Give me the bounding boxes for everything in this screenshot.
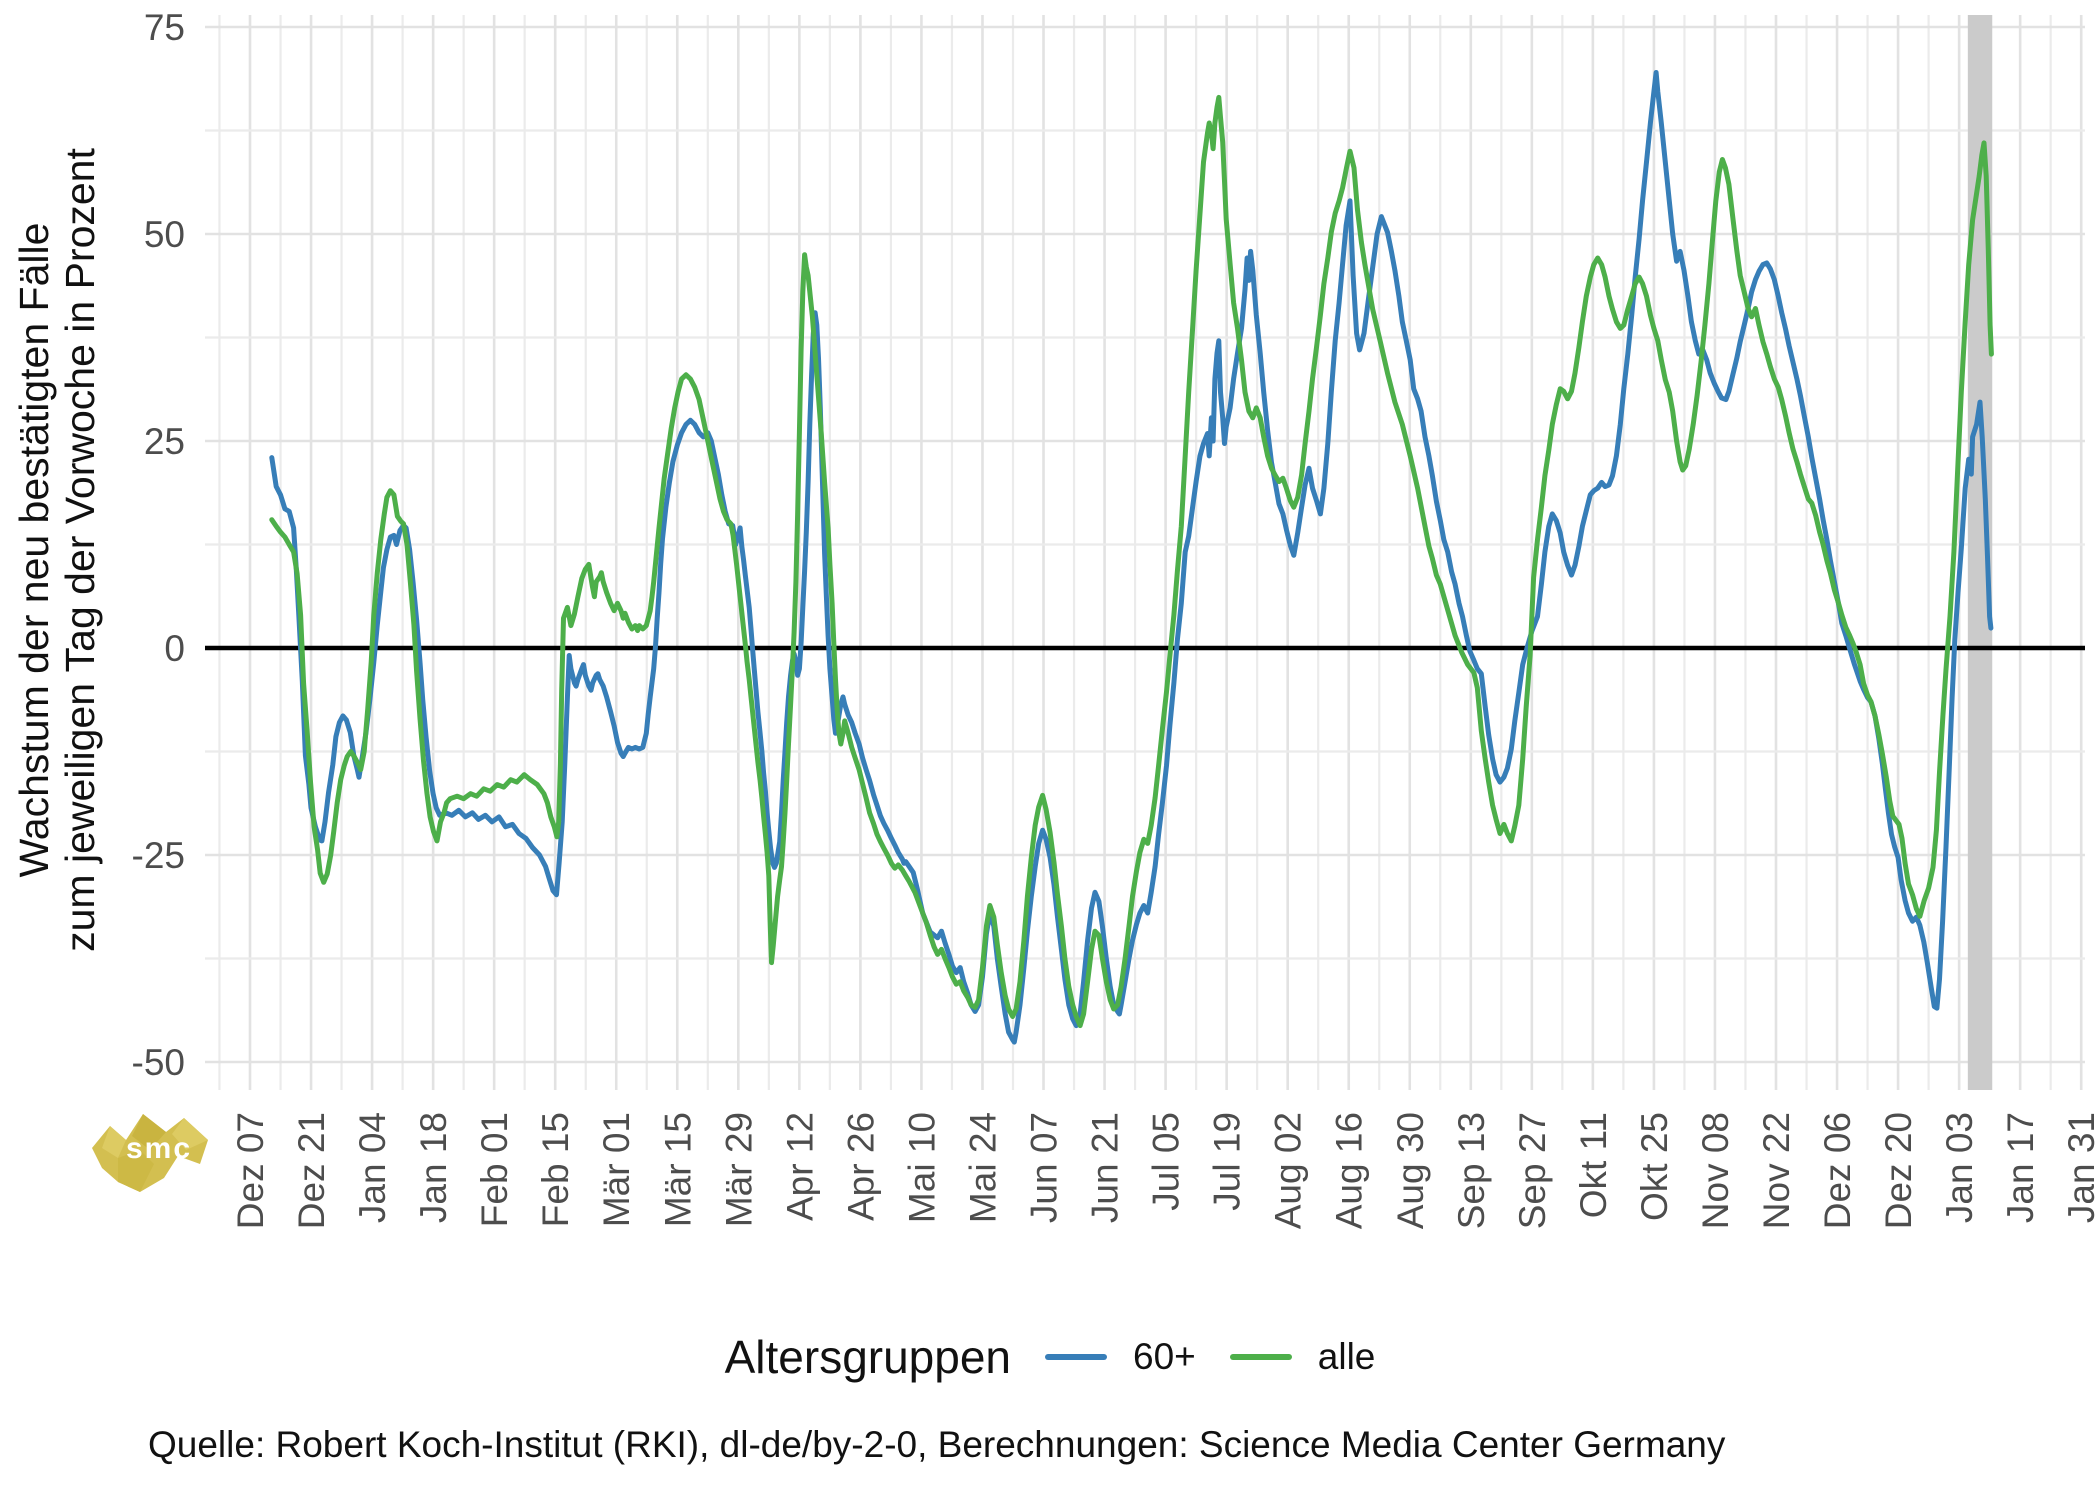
x-tick-label: Jan 04 [352, 1112, 393, 1223]
y-tick-label: 75 [144, 7, 185, 48]
x-tick-label: Aug 30 [1390, 1112, 1431, 1229]
x-tick-label: Dez 21 [291, 1112, 332, 1229]
x-tick-label: Sep 13 [1451, 1112, 1492, 1229]
legend-label-60plus: 60+ [1133, 1336, 1196, 1377]
x-tick-label: Feb 15 [535, 1112, 576, 1227]
x-axis-tick-labels: Dez 07 Dez 21 Jan 04 Jan 18 Feb 01 Feb 15 Mär … [230, 1112, 2100, 1229]
x-tick-label: Aug 02 [1268, 1112, 1309, 1229]
legend-item-alle[interactable]: alle [1229, 1336, 1376, 1378]
x-tick-label: Mär 29 [718, 1112, 759, 1227]
y-axis-title-line: Wachstum der neu bestätigten Fälle [11, 223, 57, 878]
x-tick-label: Jan 17 [2000, 1112, 2041, 1223]
x-tick-label: Jul 05 [1146, 1112, 1187, 1211]
x-tick-label: Sep 27 [1512, 1112, 1553, 1229]
x-tick-label: Dez 07 [230, 1112, 271, 1229]
y-axis-tick-labels: 75 50 25 0 -25 -50 [132, 7, 185, 1083]
x-tick-label: Jan 03 [1939, 1112, 1980, 1223]
y-axis-title: Wachstum der neu bestätigten Fälle zum je… [11, 148, 103, 952]
series-line-60+[interactable] [269, 70, 1994, 1045]
x-tick-label: Jan 18 [413, 1112, 454, 1223]
legend-title: Altersgruppen [724, 1331, 1012, 1383]
x-tick-label: Aug 16 [1329, 1112, 1370, 1229]
smc-logo-text: smc [126, 1132, 192, 1165]
y-tick-label: -25 [132, 835, 185, 876]
smc-logo: smc [92, 1114, 208, 1192]
y-axis-title-line: zum jeweiligen Tag der Vorwoche in Proze… [57, 148, 103, 952]
source-note: Quelle: Robert Koch-Institut (RKI), dl-d… [148, 1424, 1726, 1465]
x-tick-label: Okt 11 [1573, 1112, 1614, 1218]
x-tick-label: Dez 06 [1817, 1112, 1858, 1229]
x-tick-label: Jan 31 [2061, 1112, 2100, 1223]
y-tick-label: 25 [144, 421, 185, 462]
y-tick-label: -50 [132, 1042, 185, 1083]
y-tick-label: 0 [164, 628, 185, 669]
x-tick-label: Nov 22 [1756, 1112, 1797, 1229]
legend: Altersgruppen 60+ alle [0, 1322, 2100, 1392]
legend-swatch-alle-line-icon [1229, 1354, 1292, 1360]
x-tick-label: Mär 01 [596, 1112, 637, 1227]
x-tick-label: Mär 15 [657, 1112, 698, 1227]
x-tick-label: Okt 25 [1634, 1112, 1675, 1221]
x-tick-label: Dez 20 [1878, 1112, 1919, 1229]
x-tick-label: Mai 24 [962, 1112, 1003, 1223]
x-tick-label: Apr 26 [840, 1112, 881, 1221]
legend-swatch-60plus-line-icon [1045, 1354, 1108, 1360]
y-tick-label: 50 [144, 214, 185, 255]
x-tick-label: Mai 10 [901, 1112, 942, 1223]
legend-label-alle: alle [1317, 1336, 1376, 1377]
x-tick-label: Jun 21 [1085, 1112, 1126, 1223]
x-tick-label: Nov 08 [1695, 1112, 1736, 1229]
x-tick-label: Jun 07 [1024, 1112, 1065, 1223]
x-tick-label: Jul 19 [1207, 1112, 1248, 1211]
x-tick-label: Apr 12 [779, 1112, 820, 1221]
series-line-alle[interactable] [269, 94, 1994, 1029]
legend-item-60plus[interactable]: 60+ [1045, 1336, 1196, 1378]
x-tick-label: Feb 01 [474, 1112, 515, 1227]
gridlines [205, 15, 2085, 1090]
